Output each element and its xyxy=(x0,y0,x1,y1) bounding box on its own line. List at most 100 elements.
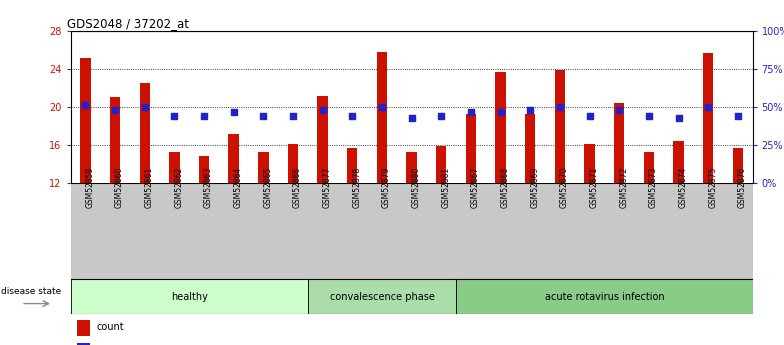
Point xyxy=(465,109,477,114)
Bar xyxy=(189,183,219,279)
Bar xyxy=(78,320,89,336)
Bar xyxy=(575,183,604,279)
Bar xyxy=(308,183,337,279)
Bar xyxy=(466,114,476,183)
Text: GSM52871: GSM52871 xyxy=(590,167,598,208)
Point xyxy=(613,107,626,113)
Text: GSM52869: GSM52869 xyxy=(530,167,539,208)
Bar xyxy=(308,31,337,183)
Bar xyxy=(545,31,575,183)
Point xyxy=(435,113,448,119)
Text: GSM52859: GSM52859 xyxy=(85,167,94,208)
Point xyxy=(524,107,536,113)
Bar xyxy=(456,279,753,314)
Bar xyxy=(426,31,456,183)
Bar xyxy=(456,31,486,183)
Bar xyxy=(258,151,268,183)
Bar xyxy=(278,31,308,183)
Text: GSM52868: GSM52868 xyxy=(500,167,510,208)
Bar xyxy=(436,146,446,183)
Bar xyxy=(249,183,278,279)
Bar xyxy=(337,31,367,183)
Bar xyxy=(199,156,209,183)
Point xyxy=(376,104,388,110)
Bar xyxy=(515,183,545,279)
Bar xyxy=(456,183,486,279)
Bar xyxy=(308,279,456,314)
Bar xyxy=(71,279,308,314)
Bar xyxy=(634,183,664,279)
Text: GSM52875: GSM52875 xyxy=(708,167,717,208)
Text: GSM52881: GSM52881 xyxy=(441,167,450,208)
Bar xyxy=(584,144,595,183)
Bar xyxy=(189,31,219,183)
Bar xyxy=(110,97,120,183)
Bar xyxy=(525,114,535,183)
Point xyxy=(672,115,684,120)
Point xyxy=(79,103,92,108)
Point xyxy=(198,113,210,119)
Point xyxy=(257,113,270,119)
Bar xyxy=(219,31,249,183)
Text: GSM52877: GSM52877 xyxy=(323,167,332,208)
Point xyxy=(643,113,655,119)
Bar xyxy=(545,183,575,279)
Bar xyxy=(664,31,693,183)
Text: GSM52873: GSM52873 xyxy=(649,167,658,208)
Point xyxy=(346,113,358,119)
Text: GSM52867: GSM52867 xyxy=(471,167,480,208)
Bar xyxy=(426,183,456,279)
Bar xyxy=(159,183,189,279)
Text: GSM52863: GSM52863 xyxy=(204,167,213,208)
Bar xyxy=(337,183,367,279)
Text: healthy: healthy xyxy=(171,292,208,302)
Bar xyxy=(288,144,298,183)
Point xyxy=(317,107,329,113)
Text: GSM52874: GSM52874 xyxy=(678,167,688,208)
Text: count: count xyxy=(96,323,124,333)
Bar xyxy=(367,31,397,183)
Text: GSM52865: GSM52865 xyxy=(263,167,272,208)
Bar xyxy=(71,31,100,183)
Bar xyxy=(644,151,654,183)
Bar xyxy=(367,183,397,279)
Text: GSM52876: GSM52876 xyxy=(738,167,747,208)
Bar xyxy=(130,183,159,279)
Bar xyxy=(732,148,743,183)
Bar xyxy=(397,183,426,279)
Bar xyxy=(219,183,249,279)
Bar xyxy=(100,183,130,279)
Bar xyxy=(575,31,604,183)
Text: GSM52860: GSM52860 xyxy=(115,167,124,208)
Bar xyxy=(249,31,278,183)
Bar xyxy=(723,183,753,279)
Text: GDS2048 / 37202_at: GDS2048 / 37202_at xyxy=(67,17,189,30)
Bar xyxy=(614,103,624,183)
Bar xyxy=(486,31,515,183)
Point xyxy=(494,109,506,114)
Bar xyxy=(723,31,753,183)
Point xyxy=(554,104,566,110)
Text: GSM52880: GSM52880 xyxy=(412,167,420,208)
Point xyxy=(702,104,714,110)
Text: disease state: disease state xyxy=(2,287,62,296)
Text: GSM52862: GSM52862 xyxy=(174,167,183,208)
Bar xyxy=(71,183,100,279)
Text: acute rotavirus infection: acute rotavirus infection xyxy=(545,292,664,302)
Bar xyxy=(169,151,180,183)
Bar xyxy=(604,183,634,279)
Bar xyxy=(228,134,239,183)
Text: GSM52878: GSM52878 xyxy=(352,167,361,208)
Bar xyxy=(140,83,150,183)
Point xyxy=(227,109,240,114)
Bar xyxy=(397,31,426,183)
Bar xyxy=(486,183,515,279)
Text: convalescence phase: convalescence phase xyxy=(329,292,434,302)
Bar xyxy=(693,183,723,279)
Point xyxy=(731,113,744,119)
Point xyxy=(583,113,596,119)
Bar xyxy=(347,148,358,183)
Bar xyxy=(703,53,713,183)
Bar xyxy=(159,31,189,183)
Text: GSM52879: GSM52879 xyxy=(382,167,391,208)
